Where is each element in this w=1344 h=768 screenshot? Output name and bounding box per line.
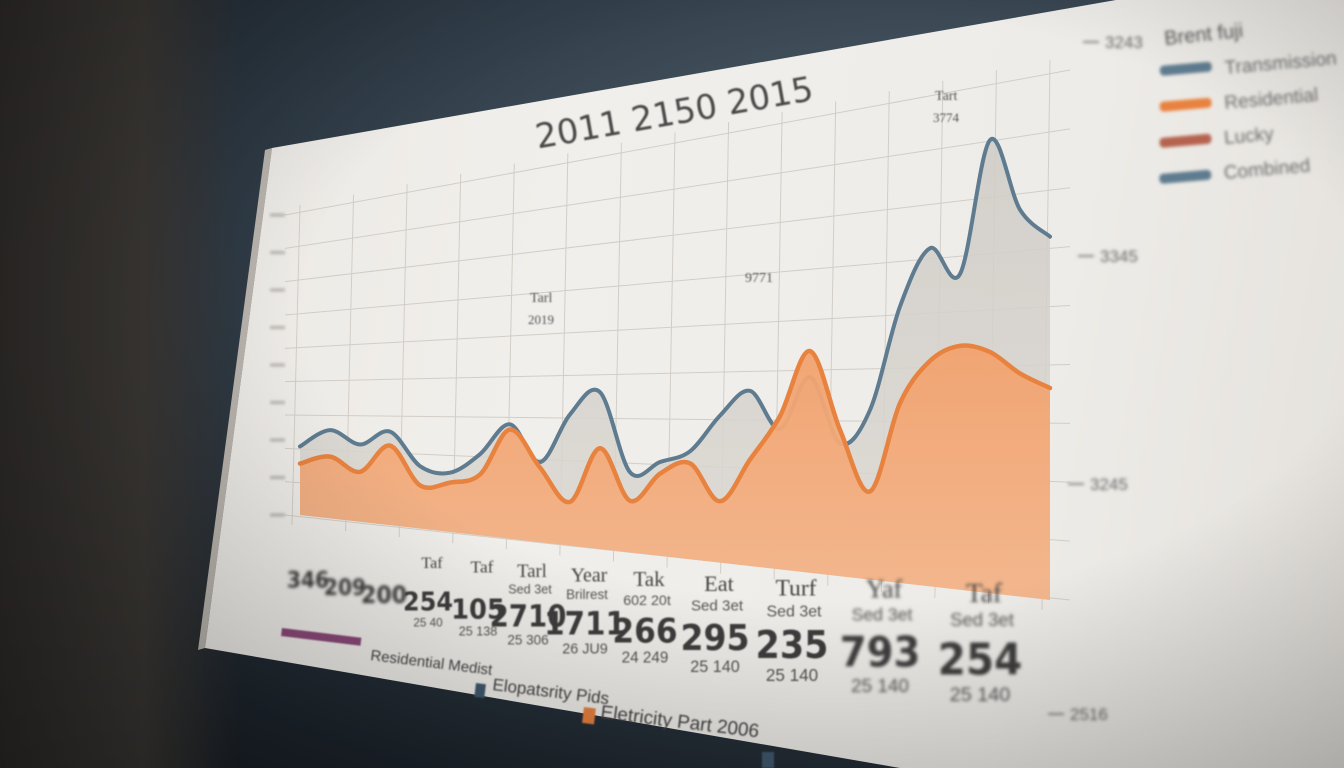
table-column-value: 1711 <box>544 605 626 642</box>
legend-bottom-swatch <box>582 707 596 725</box>
table-column-value: 105 <box>451 594 505 626</box>
table-column-footer: 24 249 <box>622 650 669 667</box>
right-axis-tick-label: 3345 <box>1100 247 1138 266</box>
table-column-subheader: Sed 3et <box>767 603 823 620</box>
annotation-value: 3774 <box>933 110 960 125</box>
y-axis-ticks <box>270 214 285 516</box>
series-line <box>297 343 1053 505</box>
annotations: Tarl 2019 9771 Tart 3774 <box>528 89 960 327</box>
legend-top-swatch <box>1159 97 1212 112</box>
table-column-header: Eat <box>704 571 735 596</box>
legend-bottom-swatch <box>474 683 486 699</box>
annotation: 9771 <box>745 271 773 286</box>
right-axis-tick-label: 3243 <box>1105 33 1143 52</box>
table-column-footer: 25 140 <box>851 676 909 697</box>
legend-top-swatch <box>1159 133 1212 148</box>
table-column: 200 <box>361 582 407 609</box>
table-column-header: Tarl <box>517 561 547 582</box>
table-column: 346 <box>287 567 329 593</box>
table-column-value: 266 <box>612 611 677 651</box>
legend-bottom-label: Eletricity Part 2006 <box>599 702 760 742</box>
table-column-header: Yaf <box>866 574 903 603</box>
legend-bottom-swatch <box>762 752 774 768</box>
table-column-subheader: Sed 3et <box>508 583 552 597</box>
table-column-value: 2710 <box>490 598 567 633</box>
table-column-value: 254 <box>403 587 453 617</box>
legend-top-label: Combined <box>1223 156 1311 184</box>
table-column-subheader: Sed 3et <box>950 609 1014 630</box>
annotation-label: Tart <box>935 89 957 104</box>
legend-top-label: Residential <box>1224 85 1319 114</box>
table-column-header: Taf <box>421 555 443 572</box>
grid-line-horizontal <box>284 187 1071 283</box>
legend-bottom-label: Elopatsrity Pids <box>492 675 611 708</box>
table-column-footer: 25 140 <box>766 666 818 685</box>
legend-bottom-swatch <box>281 628 362 646</box>
annotation: Tart 3774 <box>933 89 960 125</box>
annotation-label: 9771 <box>745 271 773 286</box>
table-column-value: 295 <box>680 618 749 660</box>
table-column-header: Taf <box>471 557 494 576</box>
table-column-value: 346 <box>287 567 329 593</box>
legend-top-label: Lucky <box>1223 124 1275 149</box>
table-column-footer: 26 JU9 <box>562 642 608 658</box>
table-column-value: 209 <box>324 574 366 600</box>
right-axis-tick-label: 2516 <box>1070 705 1108 724</box>
annotation: Tarl 2019 <box>528 291 554 327</box>
table-column: 209 <box>324 574 366 600</box>
annotation-value: 2019 <box>528 312 554 327</box>
table-column-subheader: Sed 3et <box>852 605 913 625</box>
grid-line-vertical <box>291 204 301 526</box>
table-column-subheader: Sed 3et <box>691 598 744 615</box>
table-column-subheader: 602 20t <box>623 593 671 609</box>
grid-line-horizontal <box>284 128 1071 249</box>
legend-top-swatch <box>1159 169 1212 184</box>
annotation-label: Tarl <box>530 291 552 306</box>
table-column-header: Year <box>571 565 608 587</box>
table-column-header: Tak <box>633 567 665 591</box>
right-axis-ticks: 3243 3345 3245 2516 <box>1048 33 1143 724</box>
table-column-footer: 25 306 <box>507 633 548 648</box>
series-area <box>300 345 1050 600</box>
grid-line-horizontal <box>284 69 1071 216</box>
table-column-footer: 25 140 <box>690 658 740 676</box>
legend-top-header: Brent fuji <box>1163 20 1244 50</box>
right-axis-tick-label: 3245 <box>1090 475 1128 494</box>
table-column-footer: 25 40 <box>413 616 443 629</box>
table-column-value: 793 <box>840 628 921 677</box>
series-line <box>298 137 1052 478</box>
table-column-footer: 25 138 <box>459 624 498 638</box>
area-layer <box>297 137 1053 600</box>
table-column-value: 200 <box>361 582 407 609</box>
table-column-header: Taf <box>966 578 1003 608</box>
table-column-header: Turf <box>775 575 816 601</box>
table-column-value: 254 <box>938 634 1022 685</box>
legend-top-label: Transmission <box>1224 48 1338 79</box>
table-column-footer: 25 140 <box>950 684 1011 706</box>
table-column-value: 235 <box>756 623 829 668</box>
legend-bottom-label: Residential Medist <box>370 647 495 679</box>
legend-top-swatch <box>1159 61 1212 76</box>
table-column-subheader: Brilrest <box>566 587 608 602</box>
